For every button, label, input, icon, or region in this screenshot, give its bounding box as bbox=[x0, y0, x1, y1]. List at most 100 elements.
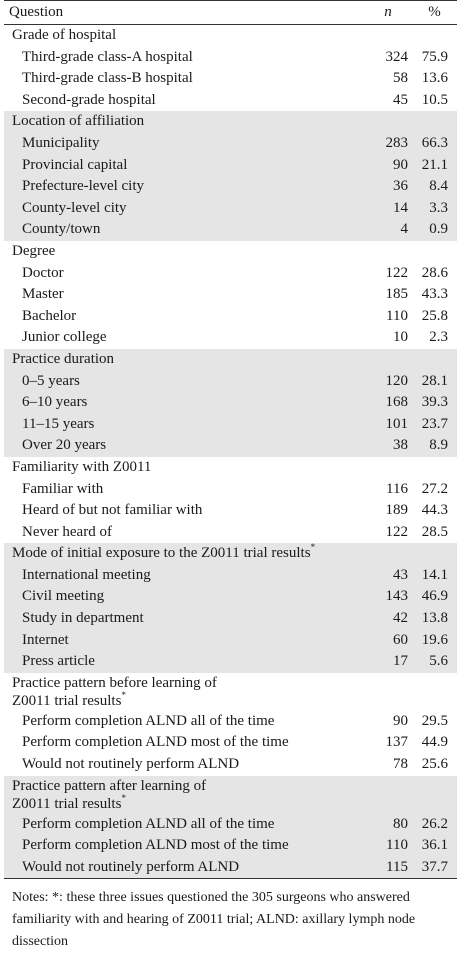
section-header-row: Practice pattern before learning of Z0011… bbox=[4, 673, 457, 711]
row-label: Bachelor bbox=[22, 307, 77, 324]
empty-cell bbox=[364, 775, 412, 814]
table-row: Press article 17 5.6 bbox=[4, 651, 457, 673]
row-count: 4 bbox=[364, 219, 412, 241]
row-percent: 8.9 bbox=[412, 435, 457, 457]
empty-cell bbox=[412, 457, 457, 479]
empty-cell bbox=[364, 457, 412, 479]
row-label: Perform completion ALND most of the time bbox=[4, 835, 364, 857]
row-count: 17 bbox=[364, 651, 412, 673]
section-header-row: Degree bbox=[4, 241, 457, 263]
row-percent: 28.1 bbox=[412, 370, 457, 393]
row-count: 143 bbox=[364, 586, 412, 609]
row-label: Heard of but not familiar with bbox=[22, 502, 203, 519]
header-percent: % bbox=[428, 3, 441, 20]
row-percent: 44.9 bbox=[421, 734, 448, 751]
section-header-row: Mode of initial exposure to the Z0011 tr… bbox=[4, 543, 457, 565]
row-label: Would not routinely perform ALND bbox=[22, 756, 240, 773]
table-row: Doctor 122 28.6 bbox=[4, 263, 457, 285]
table-row: Prefecture-level city 36 8.4 bbox=[4, 176, 457, 198]
row-count: 42 bbox=[364, 608, 412, 630]
table-row: Third-grade class-A hospital 324 75.9 bbox=[4, 47, 457, 69]
row-count: 60 bbox=[364, 629, 412, 652]
row-count: 45 bbox=[393, 91, 408, 108]
row-percent: 36.1 bbox=[412, 835, 457, 857]
row-label: 6–10 years bbox=[4, 392, 364, 414]
footnote-marker: * bbox=[310, 542, 316, 553]
empty-cell bbox=[364, 348, 412, 371]
row-count: 78 bbox=[393, 756, 408, 773]
section-title: Mode of initial exposure to the Z0011 tr… bbox=[4, 543, 364, 565]
row-percent: 19.6 bbox=[412, 629, 457, 652]
empty-cell bbox=[364, 241, 412, 263]
row-percent: 10.5 bbox=[421, 91, 448, 108]
row-percent: 75.9 bbox=[421, 48, 448, 65]
row-count: 116 bbox=[386, 480, 408, 497]
section-header-row: Familiarity with Z0011 bbox=[4, 457, 457, 479]
row-label: Second-grade hospital bbox=[22, 91, 156, 108]
table-row: Bachelor 110 25.8 bbox=[4, 306, 457, 328]
row-count: 189 bbox=[385, 502, 409, 519]
row-count: 110 bbox=[364, 835, 412, 857]
survey-table-container: Question n % Grade of hospital Third-grad… bbox=[4, 0, 457, 949]
row-count: 90 bbox=[364, 154, 412, 177]
row-label: Third-grade class-B hospital bbox=[22, 70, 193, 87]
table-row: Familiar with 116 27.2 bbox=[4, 478, 457, 500]
empty-cell bbox=[364, 25, 412, 47]
empty-cell bbox=[412, 348, 457, 371]
row-label: Perform completion ALND most of the time bbox=[22, 734, 289, 751]
section-title-text: Grade of hospital bbox=[12, 27, 117, 44]
section-title-text: Practice pattern before learning of bbox=[12, 674, 217, 691]
table-row: Third-grade class-B hospital 58 13.6 bbox=[4, 68, 457, 90]
row-percent: 28.5 bbox=[421, 523, 448, 540]
row-label: County/town bbox=[4, 219, 364, 241]
row-percent: 44.3 bbox=[421, 502, 448, 519]
table-header: Question n % bbox=[4, 0, 457, 25]
row-label: Doctor bbox=[22, 264, 64, 281]
row-percent: 2.3 bbox=[429, 329, 448, 346]
row-count: 110 bbox=[386, 307, 408, 324]
row-percent: 37.7 bbox=[412, 856, 457, 879]
row-label: Perform completion ALND all of the time bbox=[4, 813, 364, 836]
footnote-marker: * bbox=[121, 689, 126, 700]
empty-cell bbox=[364, 111, 412, 133]
empty-cell bbox=[364, 543, 412, 565]
section-title: Grade of hospital bbox=[4, 25, 364, 47]
table-row: Municipality 283 66.3 bbox=[4, 132, 457, 155]
row-count: 90 bbox=[393, 712, 408, 729]
section-header-row: Practice pattern after learning of Z0011 … bbox=[4, 775, 457, 814]
empty-cell bbox=[412, 673, 457, 711]
row-label: Master bbox=[22, 286, 64, 303]
empty-cell bbox=[364, 673, 412, 711]
row-label: International meeting bbox=[4, 564, 364, 587]
row-count: 101 bbox=[364, 413, 412, 436]
table-row: Over 20 years 38 8.9 bbox=[4, 435, 457, 457]
row-percent: 28.6 bbox=[421, 264, 448, 281]
row-label: Never heard of bbox=[22, 523, 112, 540]
row-percent: 66.3 bbox=[412, 132, 457, 155]
row-label: Junior college bbox=[22, 329, 107, 346]
row-label: Study in department bbox=[4, 608, 364, 630]
row-label: 0–5 years bbox=[4, 370, 364, 393]
row-percent: 14.1 bbox=[412, 564, 457, 587]
row-count: 185 bbox=[385, 286, 409, 303]
table-row: Civil meeting 143 46.9 bbox=[4, 586, 457, 609]
section-title: Practice duration bbox=[4, 348, 364, 371]
table-row: International meeting 43 14.1 bbox=[4, 564, 457, 587]
row-count: 58 bbox=[393, 70, 408, 87]
row-percent: 26.2 bbox=[412, 813, 457, 836]
section-header-row: Location of affiliation bbox=[4, 111, 457, 133]
row-count: 168 bbox=[364, 392, 412, 414]
row-count: 38 bbox=[364, 435, 412, 457]
header-question: Question bbox=[9, 3, 64, 20]
row-percent: 27.2 bbox=[421, 480, 448, 497]
row-percent: 21.1 bbox=[412, 154, 457, 177]
row-percent: 8.4 bbox=[412, 176, 457, 198]
survey-table: Question n % Grade of hospital Third-grad… bbox=[4, 0, 457, 879]
row-percent: 25.6 bbox=[421, 756, 448, 773]
footnote-marker: * bbox=[121, 792, 126, 803]
section-title: Practice pattern after learning of Z0011 … bbox=[4, 775, 364, 814]
row-label: County-level city bbox=[4, 197, 364, 220]
row-label: Over 20 years bbox=[4, 435, 364, 457]
row-count: 283 bbox=[364, 132, 412, 155]
row-label: 11–15 years bbox=[4, 413, 364, 436]
